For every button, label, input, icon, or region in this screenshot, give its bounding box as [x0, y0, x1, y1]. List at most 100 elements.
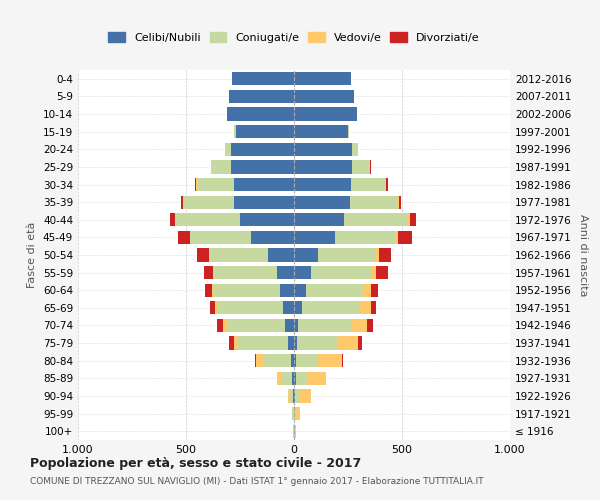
Bar — [294, 390, 295, 402]
Bar — [367, 319, 373, 332]
Bar — [311, 266, 372, 279]
Bar — [233, 196, 294, 209]
Bar — [294, 319, 298, 332]
Bar — [296, 354, 318, 368]
Bar — [344, 213, 409, 226]
Bar — [178, 231, 190, 244]
Bar — [233, 336, 238, 349]
Bar — [212, 284, 214, 297]
Bar — [197, 248, 209, 262]
Bar — [210, 248, 268, 262]
Bar — [277, 266, 294, 279]
Bar — [229, 336, 233, 349]
Bar — [294, 284, 306, 297]
Bar — [287, 390, 290, 402]
Bar — [352, 160, 370, 173]
Bar — [294, 178, 351, 191]
Bar — [212, 160, 232, 173]
Bar — [181, 196, 184, 209]
Bar — [268, 248, 294, 262]
Bar — [338, 336, 358, 349]
Bar — [229, 90, 294, 103]
Bar — [287, 336, 294, 349]
Bar — [232, 72, 294, 86]
Bar — [352, 142, 358, 156]
Bar — [307, 372, 326, 385]
Bar — [298, 319, 352, 332]
Bar — [290, 390, 293, 402]
Bar — [213, 266, 214, 279]
Bar — [294, 301, 302, 314]
Bar — [293, 390, 294, 402]
Y-axis label: Fasce di età: Fasce di età — [28, 222, 37, 288]
Bar — [233, 125, 236, 138]
Bar — [227, 108, 294, 120]
Bar — [197, 178, 233, 191]
Bar — [295, 407, 296, 420]
Bar — [386, 178, 388, 191]
Bar — [294, 248, 318, 262]
Bar — [240, 213, 294, 226]
Bar — [335, 231, 395, 244]
Bar — [215, 301, 218, 314]
Bar — [379, 248, 391, 262]
Bar — [251, 231, 294, 244]
Bar — [294, 142, 352, 156]
Y-axis label: Anni di nascita: Anni di nascita — [578, 214, 588, 296]
Bar — [238, 336, 287, 349]
Legend: Celibi/Nubili, Coniugati/e, Vedovi/e, Divorziati/e: Celibi/Nubili, Coniugati/e, Vedovi/e, Di… — [104, 28, 484, 47]
Bar — [318, 354, 341, 368]
Bar — [351, 178, 386, 191]
Bar — [348, 125, 349, 138]
Bar — [376, 266, 388, 279]
Bar — [364, 284, 371, 297]
Bar — [236, 125, 294, 138]
Bar — [286, 319, 294, 332]
Bar — [294, 90, 355, 103]
Bar — [299, 390, 311, 402]
Bar — [281, 372, 292, 385]
Bar — [294, 160, 352, 173]
Bar — [255, 354, 256, 368]
Bar — [214, 266, 277, 279]
Bar — [218, 301, 283, 314]
Bar — [296, 407, 300, 420]
Bar — [292, 407, 293, 420]
Bar — [214, 284, 280, 297]
Bar — [256, 354, 263, 368]
Bar — [227, 319, 286, 332]
Bar — [297, 336, 338, 349]
Bar — [277, 372, 281, 385]
Bar — [358, 336, 362, 349]
Bar — [170, 213, 175, 226]
Bar — [398, 231, 412, 244]
Bar — [370, 160, 371, 173]
Bar — [294, 72, 351, 86]
Bar — [306, 284, 364, 297]
Bar — [210, 301, 215, 314]
Bar — [205, 266, 213, 279]
Bar — [395, 231, 398, 244]
Bar — [398, 196, 399, 209]
Bar — [223, 319, 227, 332]
Bar — [295, 424, 296, 438]
Bar — [341, 354, 343, 368]
Bar — [217, 319, 223, 332]
Bar — [190, 231, 251, 244]
Bar — [280, 284, 294, 297]
Bar — [376, 248, 379, 262]
Bar — [291, 354, 294, 368]
Bar — [294, 108, 356, 120]
Bar — [233, 178, 294, 191]
Bar — [294, 213, 344, 226]
Bar — [372, 266, 376, 279]
Bar — [292, 372, 294, 385]
Bar — [294, 266, 311, 279]
Bar — [283, 301, 294, 314]
Bar — [294, 196, 350, 209]
Bar — [399, 196, 401, 209]
Bar — [410, 213, 416, 226]
Bar — [175, 213, 240, 226]
Bar — [409, 213, 410, 226]
Bar — [350, 196, 398, 209]
